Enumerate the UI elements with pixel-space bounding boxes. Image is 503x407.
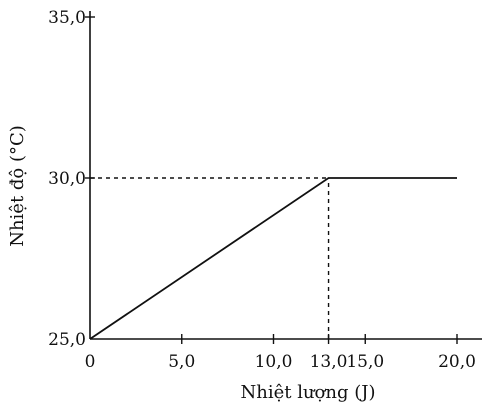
- x-tick-label: 20,0: [438, 352, 476, 372]
- x-tick-label: 10,0: [255, 352, 293, 372]
- series-line-0: [89, 177, 457, 340]
- x-tick-label: 13,0: [310, 352, 348, 372]
- y-tick-label: 35,0: [48, 8, 86, 28]
- ticks: 0 5,0 10,0 13,015,0 20,0 25,0 30,0 35,0: [48, 8, 476, 372]
- y-tick-label: 25,0: [48, 330, 86, 350]
- axes: [89, 11, 482, 340]
- x-tick-label: 15,0: [346, 352, 384, 372]
- x-tick-label: 5,0: [168, 352, 195, 372]
- y-tick-label: 30,0: [48, 169, 86, 189]
- reference-lines: [90, 177, 330, 339]
- x-tick-label: 0: [85, 352, 96, 372]
- series-layer: [89, 177, 457, 340]
- x-axis-title: Nhiệt lượng (J): [241, 382, 376, 403]
- y-axis-title: Nhiệt độ (°C): [7, 125, 28, 247]
